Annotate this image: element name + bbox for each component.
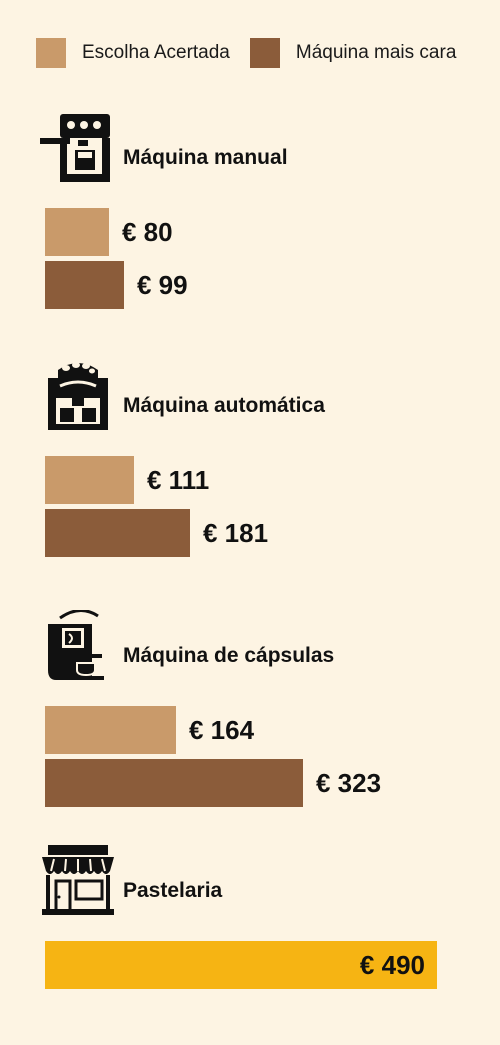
value-label-maquina-manual-escolha-acertada: € 80 [122, 217, 173, 247]
bean-to-cup-machine-icon [40, 360, 114, 430]
category-label-maquina-manual: Máquina manual [123, 146, 288, 169]
group-maquina-automatica: Máquina automática € 111 € 181 [0, 360, 500, 560]
legend-swatch-escolha-acertada [36, 38, 66, 68]
bar-maquina-automatica-escolha-acertada [45, 456, 134, 504]
value-label-maquina-automatica-maquina-mais-cara: € 181 [203, 518, 269, 548]
value-label-maquina-de-capsulas-escolha-acertada: € 164 [189, 715, 255, 745]
group-maquina-manual: Máquina manual € 80 € 99 [0, 112, 500, 312]
bar-maquina-manual-maquina-mais-cara [45, 261, 124, 309]
legend-label-escolha-acertada: Escolha Acertada [82, 42, 230, 63]
category-label-maquina-de-capsulas: Máquina de cápsulas [123, 644, 335, 667]
group-pastelaria: Pastelaria € 490 [0, 845, 500, 1045]
group-maquina-de-capsulas: Máquina de cápsulas € 164 € 323 [0, 609, 500, 810]
category-label-maquina-automatica: Máquina automática [123, 394, 325, 417]
bar-maquina-manual-escolha-acertada [45, 208, 109, 256]
espresso-machine-icon [40, 112, 114, 182]
storefront-icon [40, 845, 114, 915]
value-label-pastelaria-pastelaria: € 490 [359, 950, 425, 980]
category-label-pastelaria: Pastelaria [123, 879, 223, 902]
bar-pastelaria-pastelaria [45, 941, 437, 989]
legend-item-escolha-acertada: Escolha Acertada [36, 38, 230, 68]
capsule-machine-icon [40, 609, 114, 680]
value-label-maquina-automatica-escolha-acertada: € 111 [147, 465, 210, 495]
value-label-maquina-manual-maquina-mais-cara: € 99 [137, 270, 188, 300]
legend: Escolha Acertada Máquina mais cara [36, 36, 476, 70]
bar-maquina-automatica-maquina-mais-cara [45, 509, 190, 557]
value-label-maquina-de-capsulas-maquina-mais-cara: € 323 [316, 768, 382, 798]
bar-maquina-de-capsulas-maquina-mais-cara [45, 759, 303, 807]
legend-label-maquina-mais-cara: Máquina mais cara [295, 42, 457, 63]
legend-item-maquina-mais-cara: Máquina mais cara [249, 38, 457, 68]
bar-chart: Máquina manual € 80 € 99 Máquina automátic… [0, 112, 500, 989]
bar-maquina-de-capsulas-escolha-acertada [45, 706, 176, 754]
legend-swatch-maquina-mais-cara [249, 38, 280, 68]
